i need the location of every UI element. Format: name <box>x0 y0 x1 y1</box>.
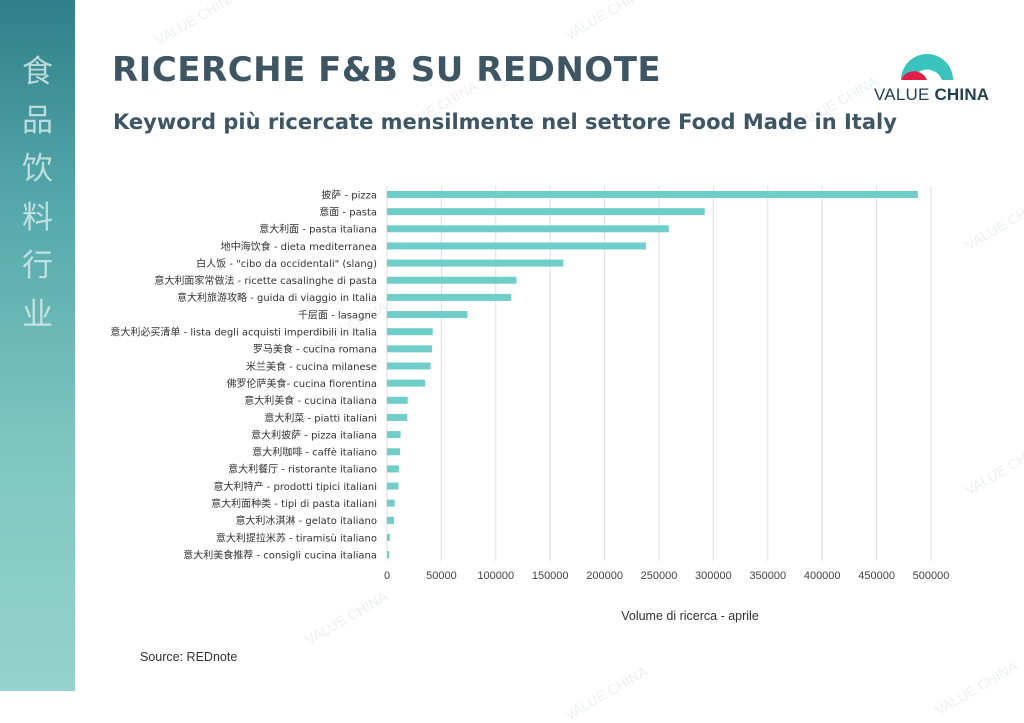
sidebar-char: 行 <box>22 248 53 284</box>
x-tick-label: 200000 <box>586 570 623 582</box>
category-label: 意大利旅游攻略 - guida di viaggio in Italia <box>177 291 377 304</box>
sidebar-vertical-text: 食品饮料行业 <box>0 48 75 339</box>
category-label: 意大利菜 - piatti italiani <box>264 411 377 424</box>
bar <box>387 431 401 439</box>
category-label: 意大利披萨 - pizza italiana <box>251 428 377 441</box>
category-label: 意大利餐厅 - ristorante italiano <box>228 463 377 476</box>
category-label: 佛罗伦萨美食- cucina fiorentina <box>226 377 377 390</box>
sidebar-char: 食 <box>22 54 53 90</box>
sidebar-band: 食品饮料行业 <box>0 0 75 691</box>
bar <box>387 448 401 456</box>
logo-mark-icon <box>901 54 953 80</box>
sidebar-char: 品 <box>22 102 53 139</box>
value-china-logo: VALUE CHINA <box>870 50 989 106</box>
x-tick-label: 300000 <box>695 570 732 582</box>
bar <box>387 293 512 301</box>
bar <box>387 379 426 387</box>
bar <box>387 396 408 404</box>
x-tick-label: 100000 <box>477 570 514 582</box>
bar <box>387 225 669 233</box>
category-label: 披萨 - pizza <box>321 188 377 201</box>
category-label: 意大利提拉米苏 - tiramisù italiano <box>216 531 377 544</box>
bar <box>387 311 468 319</box>
category-label: 意大利美食推荐 - consigli cucina italiana <box>183 548 377 561</box>
bar <box>387 516 395 524</box>
bar <box>387 499 395 507</box>
category-label: 地中海饮食 - dieta mediterranea <box>221 240 377 253</box>
x-axis-label: Volume di ricerca - aprile <box>621 609 759 623</box>
logo-word-china: CHINA <box>934 85 990 104</box>
category-label: 意大利美食 - cucina italiana <box>244 394 377 407</box>
logo-word-value: VALUE <box>874 85 930 104</box>
bar <box>387 551 390 559</box>
bar <box>387 362 431 370</box>
category-label: 意大利必买清单 - lista degli acquisti imperdibi… <box>110 326 377 339</box>
category-label: 米兰美食 - cucina milanese <box>246 360 377 373</box>
page-title: RICERCHE F&B SU REDNOTE <box>112 50 662 90</box>
category-label: 白人饭 - "cibo da occidentali" (slang) <box>196 257 377 270</box>
x-tick-label: 50000 <box>426 570 457 582</box>
bar <box>387 413 408 421</box>
bar <box>387 208 705 216</box>
category-label: 罗马美食 - cucina romana <box>253 343 377 356</box>
category-label: 千层面 - lasagne <box>298 309 377 321</box>
logo-wordmark: VALUE CHINA <box>874 85 989 105</box>
category-label: 意面 - pasta <box>319 205 377 218</box>
bar <box>387 328 433 336</box>
bar <box>387 534 390 541</box>
source-note: Source: REDnote <box>140 650 238 664</box>
bar <box>387 465 399 473</box>
x-tick-label: 500000 <box>913 570 950 582</box>
x-tick-label: 350000 <box>749 570 786 582</box>
category-label: 意大利冰淇淋 - gelato italiano <box>235 514 377 527</box>
category-label: 意大利特产 - prodotti tipici italiani <box>214 480 378 493</box>
bar <box>387 345 433 353</box>
bar <box>387 242 646 250</box>
bar <box>387 191 918 198</box>
bar <box>387 276 517 284</box>
sidebar-char: 饮 <box>22 151 53 187</box>
x-tick-label: 150000 <box>532 570 569 582</box>
x-tick-label: 450000 <box>858 570 895 582</box>
sidebar-char: 料 <box>22 199 53 236</box>
category-label: 意大利面家常做法 - ricette casalinghe di pasta <box>154 274 377 287</box>
sidebar-char: 业 <box>22 296 53 333</box>
category-label: 意大利面种类 - tipi di pasta italiani <box>211 497 377 510</box>
category-label: 意大利面 - pasta italiana <box>259 223 377 236</box>
bar-chart: 披萨 - pizza 意面 - pasta 意大利面 - pasta italian… <box>110 186 950 623</box>
bar <box>387 259 564 267</box>
x-tick-label: 250000 <box>641 570 678 582</box>
bar <box>387 482 399 490</box>
category-label: 意大利咖啡 - caffè italiano <box>252 446 377 459</box>
page-subtitle: Keyword più ricercate mensilmente nel se… <box>113 110 897 134</box>
x-tick-label: 400000 <box>804 570 841 582</box>
x-tick-label: 0 <box>384 570 390 582</box>
